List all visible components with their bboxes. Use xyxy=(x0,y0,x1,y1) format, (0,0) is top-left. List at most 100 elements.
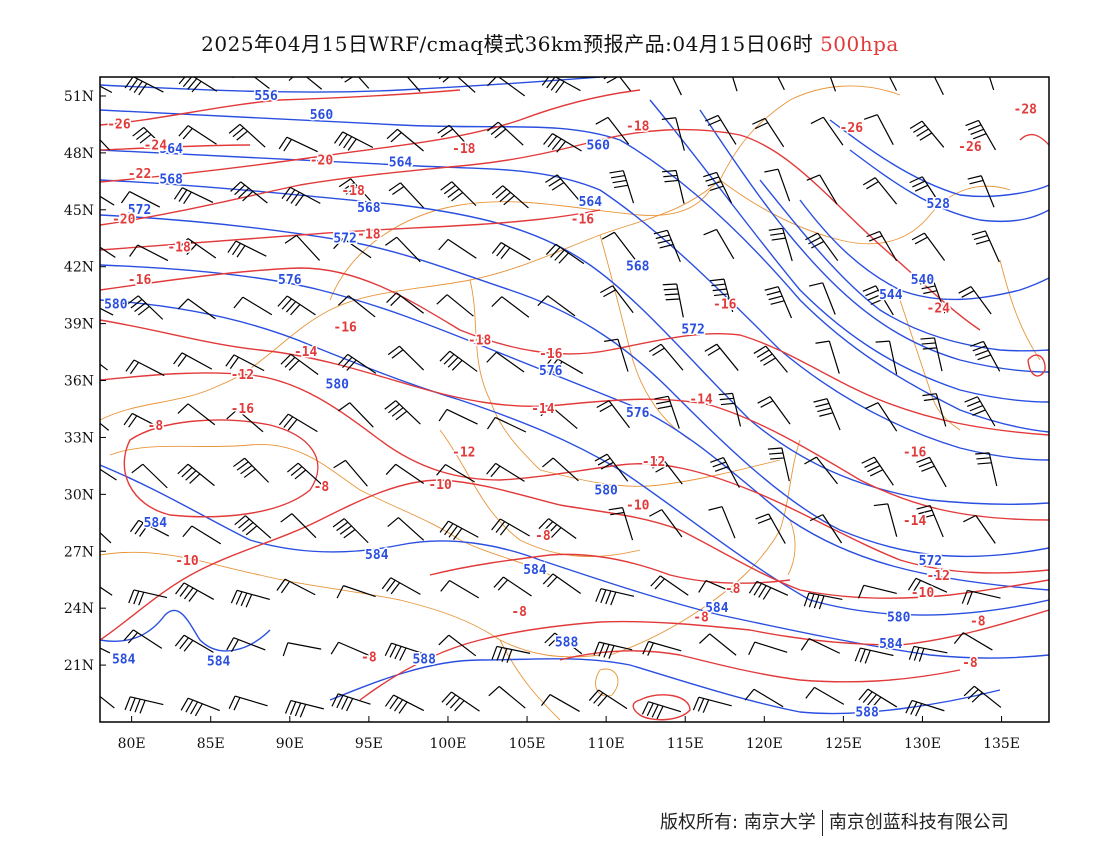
temperature-contour-label: -8 xyxy=(962,656,978,671)
lon-tick-label: 80E xyxy=(118,736,146,752)
wind-barb xyxy=(755,513,786,544)
height-contour-576 xyxy=(100,264,1049,591)
lon-tick-label: 85E xyxy=(197,736,225,752)
wind-barb xyxy=(332,518,369,544)
wind-barb xyxy=(964,396,996,427)
wind-barb xyxy=(126,295,164,320)
wind-barb xyxy=(438,634,477,657)
wind-barb xyxy=(698,580,738,595)
wind-barb xyxy=(100,586,113,596)
wind-barb xyxy=(909,176,942,206)
wind-barb xyxy=(545,174,580,201)
wind-barb xyxy=(609,170,635,204)
wind-barb xyxy=(671,77,682,96)
boundary-taiwan xyxy=(787,519,796,576)
wind-barb xyxy=(705,114,737,145)
wind-barb xyxy=(282,642,322,657)
height-contour-532 xyxy=(829,119,1049,198)
wind-barb xyxy=(486,462,525,482)
wind-barb xyxy=(284,234,321,261)
temp-contour-8c xyxy=(429,553,791,584)
wind-barb xyxy=(653,229,681,263)
wind-barb xyxy=(177,298,216,320)
wind-barb xyxy=(541,77,581,94)
wind-barb xyxy=(588,689,628,710)
wind-barb xyxy=(718,392,742,427)
wind-barb xyxy=(440,579,480,599)
boundary-tibet xyxy=(109,444,551,576)
height-contour-label: 528 xyxy=(927,197,951,212)
height-contour-label: 584 xyxy=(144,516,168,531)
wind-barb xyxy=(437,124,473,151)
wind-barb xyxy=(699,633,737,656)
wind-barb xyxy=(866,230,898,262)
temperature-contour-label: -26 xyxy=(107,117,131,132)
lon-tick-label: 95E xyxy=(355,736,383,752)
boundary-coast xyxy=(609,439,801,656)
wind-barb xyxy=(544,632,583,655)
height-contour-564 xyxy=(100,149,1049,461)
wind-barb xyxy=(916,504,944,538)
height-contour-548 xyxy=(699,109,1049,373)
wind-barb xyxy=(100,139,111,151)
wind-barb xyxy=(406,77,421,92)
wind-barb xyxy=(642,640,682,656)
wind-barb xyxy=(337,353,377,374)
wind-barb xyxy=(768,227,793,262)
wind-barb xyxy=(764,168,791,202)
wind-barb xyxy=(131,463,168,489)
wind-barb xyxy=(953,632,993,651)
wind-barb xyxy=(100,246,116,258)
wind-barb xyxy=(600,285,634,314)
wind-barb xyxy=(286,462,324,487)
height-contour-label: 572 xyxy=(681,322,704,337)
wind-barb xyxy=(538,518,577,539)
wind-barb xyxy=(854,647,894,664)
height-contour-label: 588 xyxy=(412,652,436,667)
lon-tick-label: 105E xyxy=(509,736,546,752)
wind-barb xyxy=(177,237,217,259)
wind-barb xyxy=(641,701,682,720)
temperature-contour-label: -24 xyxy=(144,138,168,153)
wind-barb xyxy=(857,584,897,599)
wind-barb xyxy=(488,685,526,709)
wind-barb xyxy=(545,243,585,265)
contour-labels: 5565605645685725645685725765805805765725… xyxy=(103,87,1039,722)
temperature-contour-label: -24 xyxy=(927,301,951,316)
wind-barb xyxy=(284,77,323,90)
wind-barb xyxy=(440,181,477,207)
wind-barb xyxy=(330,641,370,657)
wind-barb xyxy=(338,402,374,428)
wind-barb xyxy=(858,688,898,709)
wind-barb xyxy=(731,77,738,92)
wind-barb xyxy=(228,123,266,148)
wind-barb xyxy=(604,338,629,372)
wind-barb xyxy=(491,242,531,261)
wind-barb xyxy=(963,685,1002,708)
height-contour-label: 580 xyxy=(594,484,618,499)
temperature-contour-label: -16 xyxy=(231,402,255,417)
temperature-contour-label: -10 xyxy=(911,586,935,601)
wind-barb xyxy=(810,116,844,146)
wind-barb xyxy=(385,236,421,263)
wind-barb xyxy=(487,121,524,146)
wind-barb xyxy=(541,694,580,712)
wind-barb xyxy=(178,77,218,93)
wind-barb xyxy=(922,393,947,427)
temperature-contour-label: -12 xyxy=(452,446,475,461)
wind-barb xyxy=(178,125,217,145)
wind-barb xyxy=(542,457,579,482)
wind-barb xyxy=(661,117,685,151)
wind-barb xyxy=(230,589,270,608)
wind-barb xyxy=(233,296,273,316)
wind-barb xyxy=(596,400,631,429)
height-contour-label: 584 xyxy=(365,548,389,563)
lat-tick-label: 48N xyxy=(64,146,94,162)
wind-barb xyxy=(764,286,793,319)
wind-barb xyxy=(862,177,898,205)
wind-barb xyxy=(863,114,894,145)
wind-barb xyxy=(757,396,791,425)
copyright-label: 版权所有: xyxy=(660,812,739,833)
wind-barb xyxy=(338,178,375,205)
temp-contour-20 xyxy=(100,128,981,331)
